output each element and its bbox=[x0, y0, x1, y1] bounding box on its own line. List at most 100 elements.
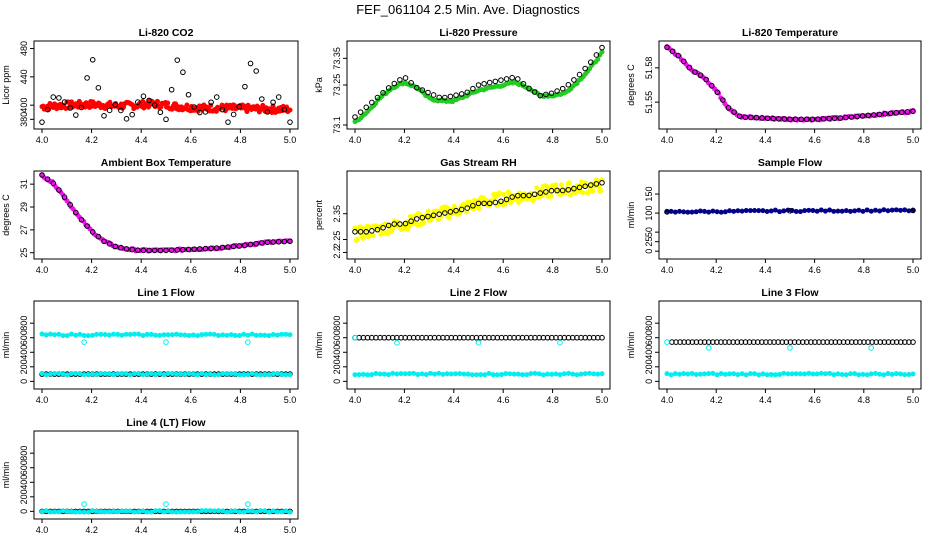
data-point bbox=[131, 509, 137, 515]
data-point bbox=[876, 111, 883, 118]
data-point bbox=[203, 331, 209, 337]
data-point bbox=[772, 207, 778, 213]
data-point bbox=[872, 207, 878, 213]
y-tick-label: 100 bbox=[644, 206, 654, 221]
chart-panel: Gas Stream RH percent 2.22.25 2.35 4.0 4.2 4.4… bbox=[314, 157, 611, 275]
data-point bbox=[402, 75, 409, 81]
plot-frame bbox=[658, 170, 922, 260]
data-point bbox=[81, 332, 87, 338]
data-point bbox=[163, 501, 169, 507]
data-point bbox=[237, 333, 243, 339]
data-point bbox=[877, 208, 883, 214]
data-point bbox=[249, 371, 255, 377]
y-axis-label: ml/min bbox=[314, 332, 324, 359]
data-point bbox=[893, 339, 900, 345]
data-point bbox=[787, 208, 793, 214]
data-point bbox=[287, 238, 293, 245]
data-point bbox=[421, 220, 427, 226]
data-point bbox=[818, 370, 824, 376]
data-point bbox=[697, 339, 704, 345]
data-point bbox=[779, 339, 786, 345]
y-tick-label: 2.35 bbox=[332, 205, 342, 223]
series-avg bbox=[664, 207, 916, 215]
data-point bbox=[70, 206, 76, 212]
y-axis-label: ml/min bbox=[1, 462, 11, 489]
data-point bbox=[47, 509, 53, 515]
y-tick-label: 200 bbox=[332, 359, 342, 374]
y-tick-label: 31 bbox=[19, 179, 29, 189]
data-point bbox=[178, 371, 184, 377]
data-point bbox=[710, 208, 716, 214]
x-tick-label: 4.0 bbox=[661, 395, 674, 405]
data-point bbox=[84, 75, 90, 81]
data-point bbox=[266, 509, 272, 515]
x-tick-label: 4.8 bbox=[546, 135, 559, 145]
data-point bbox=[224, 332, 230, 338]
plot-frame bbox=[658, 300, 922, 390]
data-point bbox=[131, 371, 137, 377]
data-point bbox=[213, 94, 220, 100]
data-point bbox=[211, 508, 217, 514]
y-tick-label: 51.58 bbox=[644, 57, 654, 80]
data-point bbox=[881, 339, 888, 345]
data-point bbox=[430, 92, 437, 98]
data-point bbox=[228, 371, 234, 377]
data-point bbox=[848, 114, 855, 120]
data-point bbox=[693, 209, 699, 215]
data-point bbox=[115, 331, 121, 337]
data-point bbox=[709, 339, 716, 345]
x-tick-label: 4.8 bbox=[858, 265, 871, 275]
data-point bbox=[64, 372, 70, 378]
data-point bbox=[287, 107, 293, 113]
data-point bbox=[868, 345, 874, 351]
data-point bbox=[545, 371, 551, 377]
y-tick-label: 73.25 bbox=[332, 74, 342, 97]
x-tick-label: 5.0 bbox=[907, 135, 920, 145]
data-point bbox=[848, 339, 855, 345]
data-point bbox=[140, 98, 146, 104]
data-point bbox=[571, 185, 577, 192]
data-point bbox=[140, 372, 146, 378]
data-point bbox=[516, 199, 522, 205]
data-point bbox=[174, 509, 180, 515]
data-point bbox=[279, 371, 285, 377]
data-point bbox=[514, 192, 521, 199]
data-point bbox=[123, 508, 129, 514]
data-point bbox=[781, 370, 787, 376]
data-point bbox=[827, 370, 833, 376]
data-point bbox=[754, 339, 761, 345]
data-point bbox=[266, 333, 272, 339]
data-point bbox=[806, 207, 812, 213]
data-point bbox=[582, 183, 588, 190]
data-point bbox=[738, 339, 745, 345]
y-tick-label: 800 bbox=[19, 316, 29, 331]
data-point bbox=[39, 172, 45, 178]
data-point bbox=[270, 99, 276, 106]
data-point bbox=[279, 331, 285, 337]
data-point bbox=[902, 207, 908, 213]
data-point bbox=[237, 372, 243, 378]
data-point bbox=[182, 371, 188, 377]
y-tick-label: 200 bbox=[644, 359, 654, 374]
data-point bbox=[413, 84, 420, 91]
data-point bbox=[598, 188, 604, 194]
data-point bbox=[408, 218, 414, 225]
data-point bbox=[165, 370, 171, 376]
data-point bbox=[492, 199, 499, 206]
data-point bbox=[242, 83, 248, 90]
data-point bbox=[245, 501, 251, 507]
data-point bbox=[864, 207, 870, 213]
data-point bbox=[672, 209, 678, 215]
x-tick-label: 4.8 bbox=[234, 525, 247, 535]
x-tick-label: 4.4 bbox=[448, 135, 461, 145]
chart-title: Ambient Box Temperature bbox=[101, 157, 232, 169]
data-point bbox=[236, 243, 243, 249]
data-point bbox=[169, 332, 175, 338]
data-point bbox=[820, 339, 826, 345]
x-tick-label: 4.2 bbox=[85, 135, 98, 145]
data-point bbox=[60, 333, 66, 339]
data-point bbox=[591, 371, 597, 377]
data-point bbox=[743, 208, 749, 214]
data-point bbox=[847, 208, 853, 214]
data-point bbox=[352, 372, 358, 378]
